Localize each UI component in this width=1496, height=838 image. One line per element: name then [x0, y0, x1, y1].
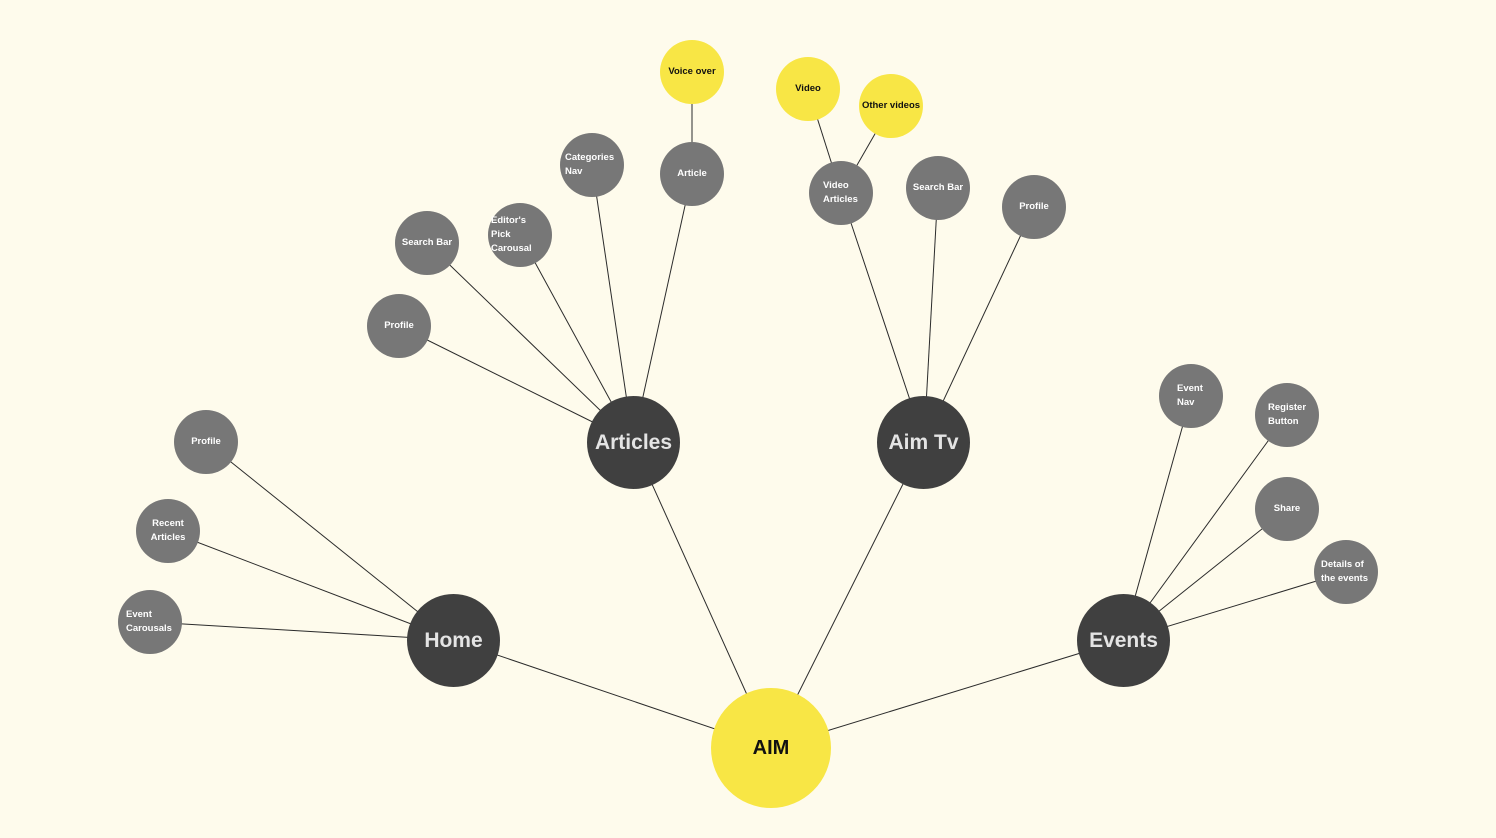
node-articles-search-bar[interactable]: Search Bar: [395, 211, 459, 275]
node-events-label: Events: [1089, 628, 1158, 652]
edge-home-profile: [205, 441, 454, 641]
node-tv-search-bar[interactable]: Search Bar: [906, 156, 970, 220]
node-home-label: Home: [424, 628, 483, 652]
node-articles-editors-pick[interactable]: Editor's Pick Carousal: [488, 203, 552, 267]
node-home-profile-label: Profile: [191, 436, 221, 447]
node-tv-video-label: Video: [795, 83, 821, 94]
node-home-recent-articles-label: Recent Articles: [150, 518, 186, 543]
node-tv-other-videos-label: Other videos: [861, 100, 921, 111]
node-events-register-button[interactable]: Register Button: [1255, 383, 1319, 447]
node-articles-editors-pick-label: Editor's Pick Carousal: [491, 215, 532, 254]
node-events-register-button-label: Register Button: [1268, 402, 1307, 427]
node-articles-voice-over-label: Voice over: [668, 66, 716, 77]
node-home-recent-articles[interactable]: Recent Articles: [136, 499, 200, 563]
edge-articles-categories-nav: [591, 164, 634, 443]
node-events-event-nav[interactable]: Event Nav: [1159, 364, 1223, 428]
node-articles-search-bar-label: Search Bar: [401, 237, 453, 248]
node-articles-profile-label: Profile: [384, 320, 414, 331]
node-events-details-label: Details of the events: [1321, 559, 1368, 584]
node-events-event-nav-label: Event Nav: [1177, 383, 1203, 408]
node-tv-search-bar-label: Search Bar: [912, 182, 964, 193]
node-aim-label: AIM: [752, 736, 790, 759]
node-articles-article-label: Article: [677, 168, 707, 179]
node-articles-label: Articles: [594, 430, 673, 454]
edge-home-recent-articles: [167, 530, 454, 641]
node-articles-article[interactable]: Article: [660, 142, 724, 206]
node-home[interactable]: Home: [407, 594, 500, 687]
node-tv-profile[interactable]: Profile: [1002, 175, 1066, 239]
node-articles-categories-nav[interactable]: Categories Nav: [560, 133, 624, 197]
node-articles-voice-over[interactable]: Voice over: [660, 40, 724, 104]
node-articles-profile[interactable]: Profile: [367, 294, 431, 358]
node-articles-categories-nav-label: Categories Nav: [565, 152, 615, 177]
node-tv-video-articles-label: Video Articles: [823, 180, 858, 205]
node-tv-video[interactable]: Video: [776, 57, 840, 121]
node-home-profile[interactable]: Profile: [174, 410, 238, 474]
node-tv-other-videos[interactable]: Other videos: [859, 74, 923, 138]
edge-home-event-carousals: [149, 621, 454, 641]
node-tv-video-articles[interactable]: Video Articles: [809, 161, 873, 225]
node-aim[interactable]: AIM: [711, 688, 831, 808]
edge-aim-events: [770, 639, 1124, 749]
node-events-share[interactable]: Share: [1255, 477, 1319, 541]
node-aim-tv-label: Aim Tv: [888, 430, 959, 454]
node-articles[interactable]: Articles: [587, 396, 680, 489]
node-home-event-carousals[interactable]: Event Carousals: [118, 590, 182, 654]
node-events-details[interactable]: Details of the events: [1314, 540, 1378, 604]
node-aim-tv[interactable]: Aim Tv: [877, 396, 970, 489]
node-events[interactable]: Events: [1077, 594, 1170, 687]
node-home-event-carousals-label: Event Carousals: [126, 609, 172, 634]
node-tv-profile-label: Profile: [1019, 201, 1049, 212]
node-events-share-label: Share: [1273, 503, 1301, 514]
edge-articles-search-bar: [426, 242, 634, 443]
